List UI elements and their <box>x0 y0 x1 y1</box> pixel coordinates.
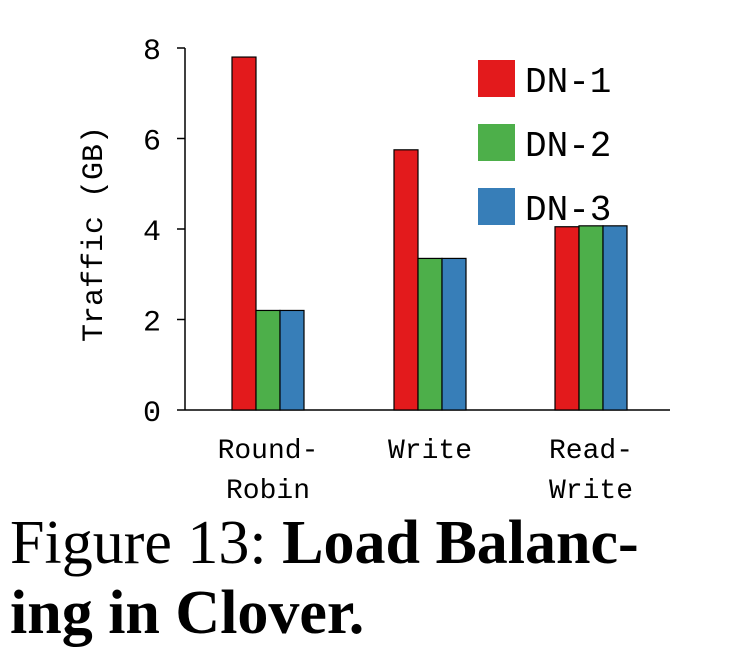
bar-dn-1-0 <box>231 56 257 411</box>
y-tick-label: 8 <box>143 35 161 69</box>
bar-dn-2-1 <box>417 257 443 411</box>
bar-dn-2-2 <box>578 225 604 411</box>
x-tick-label: Robin <box>226 476 310 507</box>
x-tick-label: Write <box>388 436 472 467</box>
y-tick-label: 2 <box>143 307 161 341</box>
legend-swatch-dn-3 <box>478 188 515 225</box>
caption-title-part2: ing in Clover. <box>10 579 365 647</box>
caption-prefix: Figure 13: <box>10 509 283 577</box>
bar-dn-3-1 <box>441 257 467 411</box>
legend-swatch-dn-1 <box>478 60 515 97</box>
bar-dn-3-0 <box>279 309 305 411</box>
chart-axes: 0 2 4 6 8 Traffic (GB) <box>78 35 670 431</box>
bar-chart: 0 2 4 6 8 Traffic (GB) Round- Robin Write Read- W… <box>78 35 670 507</box>
x-tick-label: Read- <box>549 436 633 467</box>
bar-dn-1-1 <box>393 149 419 411</box>
legend-swatch-dn-2 <box>478 124 515 161</box>
bar-dn-2-0 <box>255 309 281 411</box>
chart-bars <box>231 56 628 411</box>
x-tick-label: Round- <box>218 436 319 467</box>
y-tick-label: 0 <box>143 397 161 431</box>
bar-dn-1-2 <box>554 226 580 411</box>
bar-dn-3-2 <box>602 225 628 411</box>
y-tick-label: 4 <box>143 216 161 250</box>
legend-label-dn-1: DN-1 <box>525 62 611 103</box>
y-tick-label: 6 <box>143 126 161 160</box>
caption-title-part1: Load Balanc- <box>282 509 639 577</box>
legend-label-dn-2: DN-2 <box>525 126 611 167</box>
x-tick-label: Write <box>549 476 633 507</box>
y-axis-label: Traffic (GB) <box>78 126 112 342</box>
figure-caption: Figure 13: Load Balanc- ing in Clover. <box>10 508 735 648</box>
chart-legend: DN-1 DN-2 DN-3 <box>478 60 611 231</box>
x-tick-labels: Round- Robin Write Read- Write <box>218 436 633 507</box>
legend-label-dn-3: DN-3 <box>525 190 611 231</box>
